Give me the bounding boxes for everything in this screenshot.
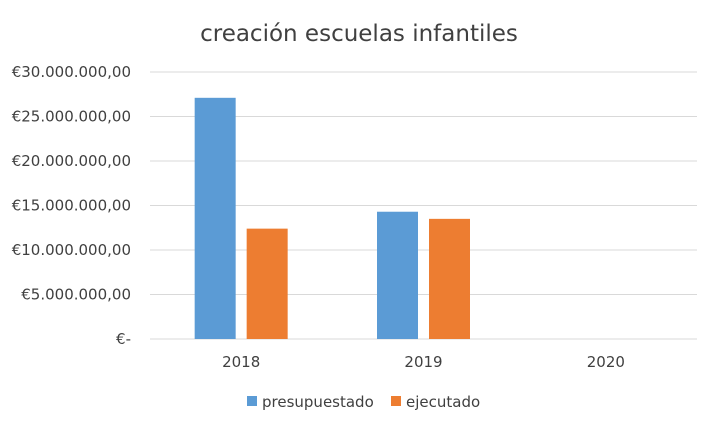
bar-ejecutado-2019 — [429, 218, 470, 339]
y-tick-label: €15.000.000,00 — [12, 197, 131, 215]
x-axis-tick-labels: 2018 2019 2020 — [222, 353, 625, 371]
y-tick-label: €- — [116, 330, 131, 348]
x-tick-label: 2018 — [222, 353, 260, 371]
legend-swatch-ejecutado — [391, 396, 401, 406]
bars — [194, 97, 470, 339]
x-tick-label: 2019 — [404, 353, 442, 371]
chart-title: creación escuelas infantiles — [200, 21, 518, 47]
legend: presupuestado ejecutado — [247, 393, 480, 411]
x-tick-label: 2020 — [587, 353, 625, 371]
bar-ejecutado-2018 — [246, 228, 288, 339]
y-axis-tick-labels: €- €5.000.000,00 €10.000.000,00 €15.000.000… — [12, 63, 131, 348]
y-tick-label: €5.000.000,00 — [21, 286, 131, 304]
legend-swatch-presupuestado — [247, 396, 257, 406]
gridlines — [150, 71, 697, 340]
y-tick-label: €25.000.000,00 — [12, 108, 131, 126]
y-tick-label: €20.000.000,00 — [12, 152, 131, 170]
y-tick-label: €10.000.000,00 — [12, 241, 131, 259]
y-tick-label: €30.000.000,00 — [12, 63, 131, 81]
legend-label-ejecutado: ejecutado — [406, 393, 480, 411]
bar-presupuestado-2019 — [377, 211, 418, 339]
legend-label-presupuestado: presupuestado — [262, 393, 374, 411]
bar-presupuestado-2018 — [194, 97, 236, 339]
